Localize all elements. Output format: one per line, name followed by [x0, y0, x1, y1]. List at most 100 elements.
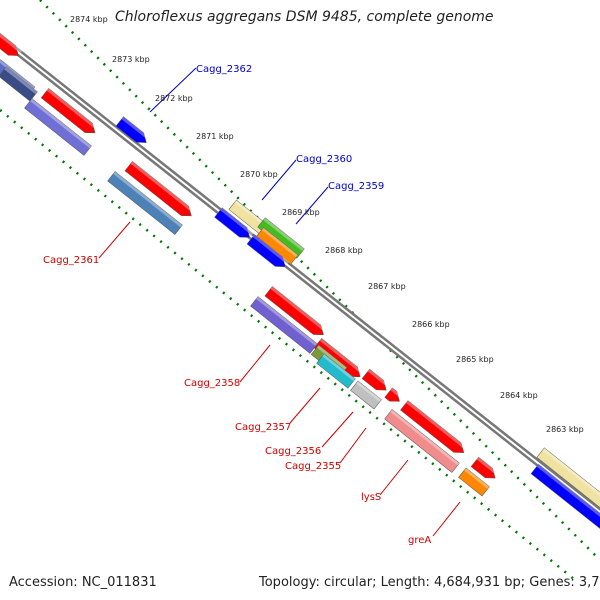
cds-feature-shape: [124, 161, 192, 217]
scale-label: 2864 kbp: [500, 391, 538, 400]
label-leader-lines: [98, 67, 461, 537]
gene-label-lower: Cagg_2357: [235, 422, 291, 433]
gene-label-upper: Cagg_2360: [296, 154, 352, 165]
feature-band-gloss: [316, 345, 347, 370]
genome-summary-text: Topology: circular; Length: 4,684,931 bp…: [259, 575, 600, 590]
feature-band-shape: [24, 98, 92, 156]
forward-feature: [115, 116, 151, 143]
cds-feature-gloss: [476, 457, 499, 476]
feature-band-shape: [250, 296, 318, 354]
feature-band-gloss: [256, 296, 318, 347]
feature-band-shape: [316, 353, 356, 389]
cds-feature-shape: [384, 387, 400, 402]
cds-feature-gloss: [367, 369, 390, 388]
cds-feature-shape: [264, 286, 324, 336]
feature-band: [536, 447, 600, 513]
scale-label-layer: 2874 kbp 2873 kbp 2872 kbp 2871 kbp 2870 kbp…: [70, 15, 584, 434]
scale-label: 2863 kbp: [546, 425, 584, 434]
cds-feature-gloss: [46, 88, 99, 131]
gene-label-lower: Cagg_2356: [265, 446, 321, 457]
map-title: Chloroflexus aggregans DSM 9485, complet…: [115, 9, 494, 25]
cds-feature-shape: [0, 29, 19, 56]
cds-feature: [470, 456, 499, 479]
forward-feature-shape: [214, 207, 250, 238]
scale-label: 2868 kbp: [325, 246, 363, 255]
scale-label: 2870 kbp: [240, 170, 278, 179]
feature-band-gloss: [542, 447, 600, 506]
gene-label-upper: Cagg_2359: [328, 181, 384, 192]
forward-feature: [246, 234, 289, 267]
leader-line-lower: [239, 344, 271, 383]
feature-band-gloss: [356, 380, 382, 402]
cds-feature: [313, 338, 364, 378]
feature-band-gloss: [261, 227, 298, 258]
inner-scale-track: [0, 109, 576, 581]
cds-feature-gloss: [406, 400, 468, 451]
feature-band-gloss: [113, 171, 183, 228]
feature-band-shape: [0, 66, 38, 102]
scale-label: 2869 kbp: [282, 208, 320, 217]
feature-band: [316, 353, 356, 389]
feature-band-gloss: [390, 409, 460, 466]
feature-band: [257, 217, 305, 259]
feature-layer: [0, 29, 600, 531]
cds-feature-gloss: [390, 387, 404, 400]
gene-label-upper: Cagg_2362: [196, 64, 252, 75]
forward-feature-gloss: [536, 464, 600, 523]
gene-label-lower: greA: [408, 535, 431, 546]
feature-band: [458, 467, 490, 497]
feature-band: [24, 98, 92, 156]
feature-band: [350, 380, 382, 410]
outer-scale-track: [39, 0, 600, 561]
cds-feature-shape: [40, 88, 96, 134]
cds-feature: [124, 161, 196, 217]
gene-label-lower: lysS: [361, 492, 381, 503]
cds-feature: [40, 88, 99, 134]
cds-feature-gloss: [130, 161, 196, 214]
forward-feature-gloss: [121, 116, 151, 141]
forward-feature-shape: [115, 116, 147, 143]
cds-feature-gloss: [270, 286, 328, 333]
cds-feature-gloss: [319, 338, 364, 375]
gene-label-lower: Cagg_2358: [184, 378, 240, 389]
leader-line-upper: [295, 186, 329, 225]
leader-line-lower: [289, 387, 321, 424]
scale-label: 2867 kbp: [368, 282, 406, 291]
feature-band-shape: [107, 171, 183, 235]
feature-band-gloss: [322, 353, 356, 382]
cds-feature: [361, 368, 390, 391]
scale-label: 2874 kbp: [70, 15, 108, 24]
leader-line-upper: [261, 159, 297, 201]
feature-band-gloss: [263, 217, 305, 252]
forward-feature-shape: [530, 463, 600, 531]
forward-feature-shape: [246, 234, 286, 267]
feature-band-shape: [384, 409, 460, 473]
cds-feature: [0, 29, 23, 56]
feature-band: [250, 296, 318, 354]
cds-feature: [400, 400, 468, 453]
forward-feature: [530, 463, 600, 531]
feature-band-gloss: [464, 467, 490, 489]
feature-band: [107, 171, 183, 235]
leader-line-lower: [98, 221, 131, 259]
accession-text: Accession: NC_011831: [9, 575, 157, 590]
feature-band: [384, 409, 460, 473]
cds-feature-shape: [470, 456, 496, 479]
feature-band-gloss: [0, 59, 35, 90]
scale-label: 2871 kbp: [196, 132, 234, 141]
forward-feature-gloss: [252, 234, 289, 265]
forward-feature-gloss: [220, 207, 254, 236]
cds-feature: [264, 286, 328, 336]
leader-line-lower: [321, 411, 354, 448]
leader-line-lower: [379, 459, 409, 496]
forward-feature: [214, 207, 254, 238]
gene-label-lower: Cagg_2361: [43, 255, 99, 266]
cds-feature-shape: [313, 338, 361, 378]
cds-feature-shape: [361, 368, 387, 391]
cds-feature: [384, 387, 404, 402]
feature-band: [0, 66, 38, 102]
feature-band-shape: [536, 447, 600, 513]
feature-band-gloss: [30, 98, 92, 149]
